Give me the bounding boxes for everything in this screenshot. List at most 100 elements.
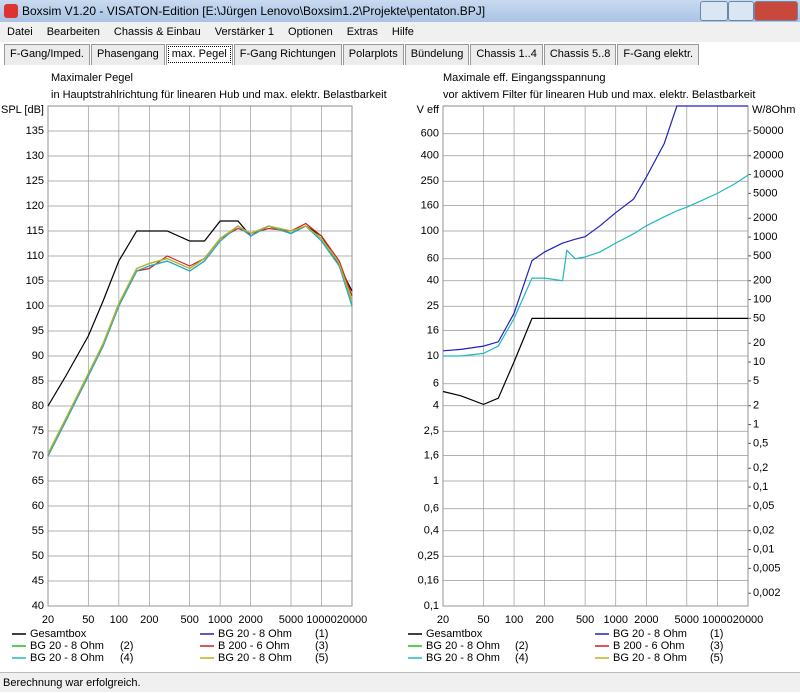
y-tick-label: 4 — [433, 400, 439, 412]
y2-tick-label: 0,002 — [753, 587, 781, 599]
y-tick-label: 60 — [32, 500, 44, 512]
legend-tag: (4) — [515, 652, 528, 664]
y-tick-label: 0,1 — [424, 600, 439, 612]
y-tick-label: 85 — [32, 375, 44, 387]
maximize-button[interactable] — [728, 1, 754, 21]
menu-item[interactable]: Hilfe — [391, 26, 414, 38]
menu-bar: Datei Bearbeiten Chassis & Einbau Verstärke… — [0, 22, 800, 42]
y-tick-label: 10 — [427, 350, 439, 362]
y-tick-label: 40 — [427, 275, 439, 287]
data-line — [443, 174, 749, 357]
legend-label: BG 20 - 8 Ohm — [30, 652, 104, 664]
tab[interactable]: F-Gang Richtungen — [233, 44, 342, 65]
status-bar: Berechnung war erfolgreich. — [0, 672, 800, 692]
legend-tag: (4) — [120, 652, 133, 664]
menu-item[interactable]: Extras — [346, 26, 378, 38]
y2-tick-label: 0,01 — [753, 543, 774, 555]
y2-tick-label: 10000 — [753, 168, 784, 180]
legend-label: BG 20 - 8 Ohm — [218, 628, 292, 640]
legend-tag: (5) — [315, 652, 328, 664]
x-tick-label: 20 — [437, 614, 449, 626]
x-tick-label: 5000 — [279, 614, 303, 626]
charts: Maximaler Pegel in Hauptstrahlrichtung fü… — [1, 72, 795, 664]
y-tick-label: 125 — [26, 175, 44, 187]
y-tick-label: 100 — [421, 225, 439, 237]
y-tick-label: 0,6 — [424, 503, 439, 515]
y-tick-label: 105 — [26, 275, 44, 287]
legend-tag: (1) — [315, 628, 328, 640]
tab-bar: F-Gang/Imped. Phasengang max. Pegel F-Gang … — [4, 44, 700, 65]
legend-label: BG 20 - 8 Ohm — [613, 652, 687, 664]
x-tick-label: 200 — [140, 614, 158, 626]
y-tick-label: 40 — [32, 600, 44, 612]
menu-item[interactable]: Verstärker 1 — [214, 26, 275, 38]
tab[interactable]: Phasengang — [90, 44, 165, 65]
app-icon — [4, 4, 18, 18]
y-axis-label: V eff — [417, 104, 440, 116]
y-tick-label: 50 — [32, 550, 44, 562]
y-tick-label: 0,4 — [424, 525, 439, 537]
x-tick-label: 20000 — [337, 614, 368, 626]
y-axis-label: SPL [dB] — [1, 104, 44, 116]
y2-tick-label: 100 — [753, 293, 771, 305]
y2-tick-label: 0,5 — [753, 437, 768, 449]
tab[interactable]: F-Gang/Imped. — [4, 44, 90, 65]
x-tick-label: 1000 — [208, 614, 232, 626]
tab[interactable]: Chassis 1..4 — [470, 44, 543, 65]
tab[interactable]: F-Gang elektr. — [617, 44, 700, 65]
legend-tag: (2) — [120, 640, 133, 652]
x-tick-label: 1000 — [603, 614, 627, 626]
y-tick-label: 45 — [32, 575, 44, 587]
data-line — [442, 105, 748, 352]
menu-item[interactable]: Bearbeiten — [46, 26, 100, 38]
y2-tick-label: 0,05 — [753, 500, 774, 512]
x-tick-label: 500 — [180, 614, 198, 626]
x-tick-label: 50 — [477, 614, 489, 626]
y-tick-label: 0,25 — [418, 550, 439, 562]
y2-tick-label: 2 — [753, 400, 759, 412]
y-tick-label: 6 — [433, 378, 439, 390]
minimize-button[interactable] — [700, 1, 728, 21]
y2-tick-label: 20000 — [753, 150, 784, 162]
data-line — [442, 317, 748, 406]
y-tick-label: 400 — [421, 150, 439, 162]
x-tick-label: 200 — [535, 614, 553, 626]
legend-label: B 200 - 6 Ohm — [613, 640, 685, 652]
legend-tag: (1) — [710, 628, 723, 640]
x-tick-label: 20 — [42, 614, 54, 626]
y-tick-label: 120 — [26, 200, 44, 212]
y-tick-label: 160 — [421, 199, 439, 211]
x-tick-label: 10000 — [306, 614, 337, 626]
tab[interactable]: Bündelung — [404, 44, 470, 65]
menu-item[interactable]: Datei — [7, 26, 33, 38]
tab[interactable]: Chassis 5..8 — [543, 44, 617, 65]
y-tick-label: 0,16 — [418, 574, 439, 586]
legend-tag: (3) — [710, 640, 723, 652]
x-tick-label: 20000 — [733, 614, 764, 626]
menu-item[interactable]: Chassis & Einbau — [113, 26, 201, 38]
tab[interactable]: Polarplots — [342, 44, 404, 65]
menu-item[interactable]: Optionen — [288, 26, 333, 38]
data-line — [47, 225, 353, 454]
y2-tick-label: 0,02 — [753, 525, 774, 537]
chart-subtitle: in Hauptstrahlrichtung für linearen Hub … — [51, 89, 387, 101]
y-tick-label: 65 — [32, 475, 44, 487]
legend-tag: (3) — [315, 640, 328, 652]
y2-tick-label: 2000 — [753, 212, 777, 224]
y-tick-label: 75 — [32, 425, 44, 437]
x-tick-label: 100 — [110, 614, 128, 626]
y-tick-label: 135 — [26, 125, 44, 137]
y2-tick-label: 50000 — [753, 125, 784, 137]
y-tick-label: 1 — [433, 475, 439, 487]
y2-axis-label: W/8Ohm — [752, 104, 795, 116]
y2-tick-label: 5000 — [753, 187, 777, 199]
window-title: Boxsim V1.20 - VISATON-Edition [E:\Jürge… — [22, 4, 486, 18]
tab[interactable]: max. Pegel — [165, 44, 233, 65]
y2-tick-label: 1000 — [753, 231, 777, 243]
y-tick-label: 100 — [26, 300, 44, 312]
x-tick-label: 50 — [82, 614, 94, 626]
close-button[interactable] — [754, 1, 798, 21]
chart-subtitle: vor aktivem Filter für linearen Hub und … — [443, 89, 755, 101]
y-tick-label: 250 — [421, 175, 439, 187]
